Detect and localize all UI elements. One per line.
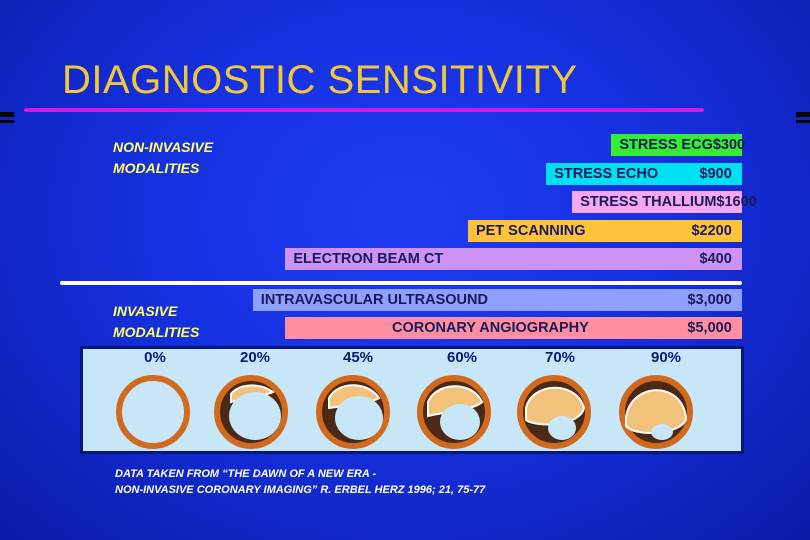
bar-cost: $2200 <box>691 223 732 239</box>
plaque <box>625 389 688 434</box>
right-edge-mark <box>796 120 810 123</box>
bar-label: INTRAVASCULAR ULTRASOUND <box>260 292 488 308</box>
group-label-line: MODALITIES <box>113 160 200 176</box>
tick-label: 45% <box>342 349 374 366</box>
bar-stress-echo: STRESS ECHO $900 <box>546 163 742 185</box>
bar-cost: $1600 <box>716 194 757 210</box>
artery-cross-section <box>517 375 591 449</box>
group-label-line: NON-INVASIVE <box>113 139 214 155</box>
footnote-line: DATA TAKEN FROM “THE DAWN OF A NEW ERA - <box>115 468 377 480</box>
vessel-lumen <box>651 424 673 440</box>
vessel-wall <box>116 375 190 449</box>
bar-pet-scanning: PET SCANNING $2200 <box>467 220 742 242</box>
vessel-lumen <box>229 392 281 440</box>
stenosis-diagrams <box>116 375 693 449</box>
bar-label: CORONARY ANGIOGRAPHY <box>391 320 589 336</box>
bar-cost: $400 <box>699 251 732 267</box>
bar-electron-beam-ct: ELECTRON BEAM CT $400 <box>285 248 742 270</box>
bar-label: PET SCANNING <box>475 223 586 239</box>
title-underline <box>24 108 704 112</box>
tick-label: 70% <box>544 349 576 366</box>
bar-cost: $3,000 <box>687 292 732 308</box>
left-edge-mark <box>0 120 14 123</box>
group-label-line: MODALITIES <box>113 324 200 340</box>
bar-label: ELECTRON BEAM CT <box>293 251 444 267</box>
bar-cost: $300 <box>712 137 746 153</box>
tick-label: 20% <box>239 349 271 366</box>
bar-cost: $900 <box>699 166 732 182</box>
left-edge-mark <box>0 112 14 117</box>
tick-label: 90% <box>650 349 682 366</box>
group-divider <box>60 281 742 285</box>
slide-title: DIAGNOSTIC SENSITIVITY <box>62 58 578 102</box>
footnote: DATA TAKEN FROM “THE DAWN OF A NEW ERA -… <box>115 466 485 498</box>
vessel-lumen <box>335 396 383 440</box>
footnote-line: NON-INVASIVE CORONARY IMAGING” R. ERBEL … <box>115 484 486 496</box>
artery-cross-section <box>116 375 190 449</box>
bar-label: STRESS ECHO <box>554 166 659 182</box>
plaque <box>427 385 484 418</box>
artery-cross-section <box>214 375 288 449</box>
non-invasive-label: NON-INVASIVE MODALITIES <box>113 137 213 179</box>
vessel-lumen <box>440 404 480 440</box>
bar-stress-thallium: STRESS THALLIUM $1600 <box>572 191 757 213</box>
artery-cross-section <box>316 375 390 449</box>
artery-cross-section <box>417 375 491 449</box>
tick-label: 0% <box>144 349 166 366</box>
bar-stress-ecg: STRESS ECG $300 <box>611 134 745 156</box>
bar-label: STRESS ECG <box>619 137 713 153</box>
artery-cross-section <box>619 375 693 449</box>
group-label-line: INVASIVE <box>113 303 178 319</box>
invasive-label: INVASIVE MODALITIES <box>113 301 199 343</box>
bar-label: STRESS THALLIUM <box>580 194 717 210</box>
bar-coronary-angiography: CORONARY ANGIOGRAPHY $5,000 <box>285 317 742 339</box>
bar-intravascular-ultrasound: INTRAVASCULAR ULTRASOUND $3,000 <box>252 289 742 311</box>
vessel-lumen <box>548 416 576 440</box>
right-edge-mark <box>796 112 810 117</box>
plaque <box>525 386 586 426</box>
tick-label: 60% <box>446 349 478 366</box>
bar-cost: $5,000 <box>687 320 732 336</box>
